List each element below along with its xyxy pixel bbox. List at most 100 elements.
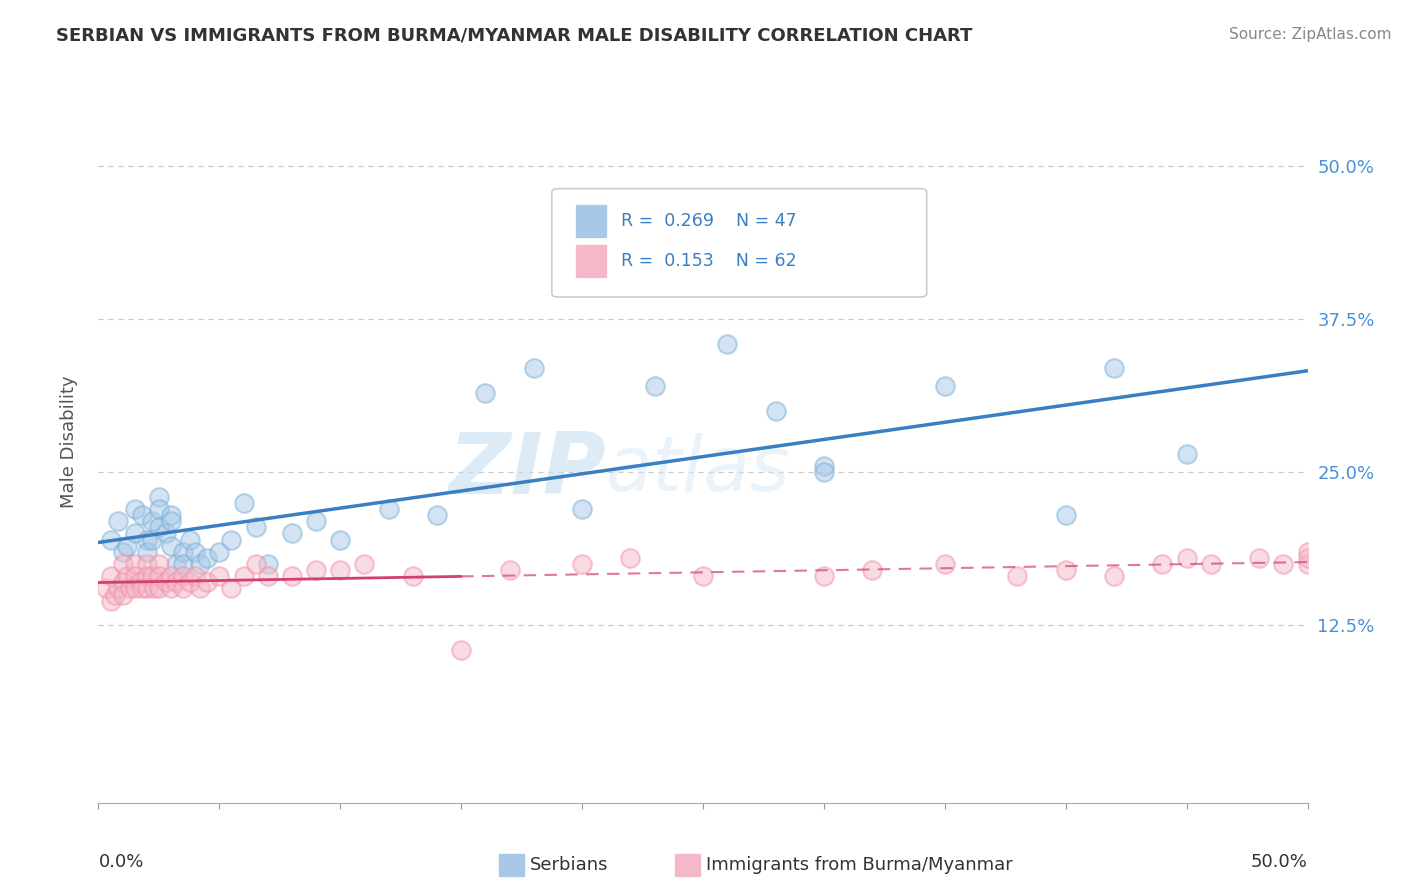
Text: R =  0.269    N = 47: R = 0.269 N = 47 bbox=[621, 212, 796, 230]
Point bbox=[135, 569, 157, 583]
Point bbox=[172, 569, 194, 583]
Point bbox=[160, 539, 183, 553]
Point bbox=[160, 569, 183, 583]
Point bbox=[860, 563, 883, 577]
Point bbox=[148, 502, 170, 516]
Point bbox=[195, 575, 218, 590]
Point bbox=[765, 404, 787, 418]
Bar bbox=[576, 244, 606, 277]
Point bbox=[124, 582, 146, 596]
Point bbox=[117, 569, 139, 583]
Point bbox=[1296, 557, 1319, 571]
Point bbox=[281, 526, 304, 541]
Point bbox=[160, 514, 183, 528]
Point bbox=[124, 557, 146, 571]
Point bbox=[148, 557, 170, 571]
Point bbox=[1296, 545, 1319, 559]
Point bbox=[1175, 447, 1198, 461]
Point bbox=[100, 533, 122, 547]
Point bbox=[165, 557, 187, 571]
Point bbox=[141, 514, 163, 528]
Point bbox=[256, 557, 278, 571]
Point bbox=[716, 336, 738, 351]
Point bbox=[1102, 569, 1125, 583]
Point bbox=[188, 582, 211, 596]
Point bbox=[179, 533, 201, 547]
Point bbox=[141, 569, 163, 583]
Point bbox=[131, 582, 153, 596]
Point bbox=[305, 514, 328, 528]
Point bbox=[100, 569, 122, 583]
Point bbox=[117, 539, 139, 553]
Point bbox=[94, 582, 117, 596]
Point bbox=[111, 588, 134, 602]
Point bbox=[245, 557, 267, 571]
Point bbox=[813, 458, 835, 473]
Text: SERBIAN VS IMMIGRANTS FROM BURMA/MYANMAR MALE DISABILITY CORRELATION CHART: SERBIAN VS IMMIGRANTS FROM BURMA/MYANMAR… bbox=[56, 27, 973, 45]
Point bbox=[813, 569, 835, 583]
Point bbox=[172, 545, 194, 559]
Point bbox=[1199, 557, 1222, 571]
Point bbox=[143, 582, 166, 596]
Point bbox=[232, 496, 254, 510]
Point bbox=[1296, 550, 1319, 565]
Point bbox=[232, 569, 254, 583]
Point bbox=[111, 545, 134, 559]
Point bbox=[1054, 563, 1077, 577]
Text: 50.0%: 50.0% bbox=[1251, 854, 1308, 871]
Point bbox=[1272, 557, 1295, 571]
Point bbox=[172, 582, 194, 596]
Text: Immigrants from Burma/Myanmar: Immigrants from Burma/Myanmar bbox=[706, 856, 1012, 874]
Point bbox=[128, 575, 150, 590]
Point bbox=[165, 575, 187, 590]
Point bbox=[124, 502, 146, 516]
Point bbox=[107, 514, 129, 528]
Point bbox=[135, 545, 157, 559]
Point bbox=[100, 593, 122, 607]
Point bbox=[221, 582, 243, 596]
Point bbox=[1249, 550, 1271, 565]
Point bbox=[571, 502, 593, 516]
Point bbox=[1152, 557, 1174, 571]
Point bbox=[131, 508, 153, 522]
Point bbox=[208, 545, 231, 559]
Point bbox=[195, 550, 218, 565]
Point bbox=[135, 557, 157, 571]
Point bbox=[692, 569, 714, 583]
Point bbox=[155, 575, 177, 590]
Point bbox=[1054, 508, 1077, 522]
Point bbox=[934, 379, 956, 393]
Point bbox=[155, 526, 177, 541]
Point bbox=[172, 557, 194, 571]
Point bbox=[141, 533, 163, 547]
Text: 0.0%: 0.0% bbox=[98, 854, 143, 871]
Point bbox=[160, 508, 183, 522]
Point bbox=[402, 569, 425, 583]
Point bbox=[184, 569, 207, 583]
Point bbox=[124, 526, 146, 541]
Point bbox=[245, 520, 267, 534]
Point bbox=[208, 569, 231, 583]
Point bbox=[221, 533, 243, 547]
Point bbox=[188, 557, 211, 571]
Point bbox=[1175, 550, 1198, 565]
Text: R =  0.153    N = 62: R = 0.153 N = 62 bbox=[621, 252, 796, 270]
Point bbox=[450, 642, 472, 657]
Point bbox=[305, 563, 328, 577]
Point bbox=[329, 563, 352, 577]
Point bbox=[644, 379, 666, 393]
Point bbox=[111, 557, 134, 571]
Point bbox=[184, 545, 207, 559]
Point bbox=[135, 533, 157, 547]
Point bbox=[104, 588, 127, 602]
Point bbox=[111, 575, 134, 590]
Point bbox=[474, 385, 496, 400]
Point bbox=[571, 557, 593, 571]
Text: Source: ZipAtlas.com: Source: ZipAtlas.com bbox=[1229, 27, 1392, 42]
Point bbox=[160, 582, 183, 596]
Point bbox=[1007, 569, 1029, 583]
Point bbox=[426, 508, 449, 522]
Point bbox=[281, 569, 304, 583]
Point bbox=[523, 361, 546, 376]
Point bbox=[148, 582, 170, 596]
